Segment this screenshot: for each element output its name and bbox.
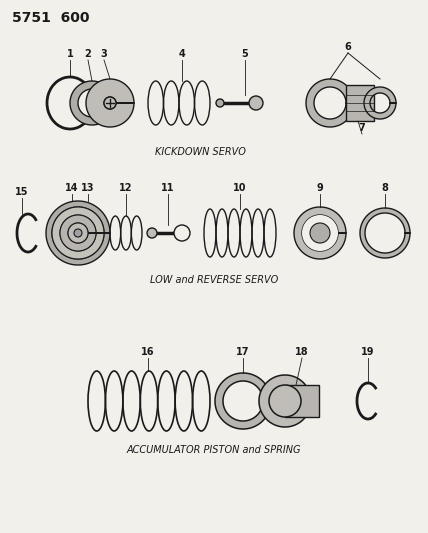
- Text: 15: 15: [15, 187, 29, 197]
- Text: 12: 12: [119, 183, 133, 193]
- Polygon shape: [215, 373, 271, 429]
- Polygon shape: [60, 215, 96, 251]
- Text: 3: 3: [101, 49, 107, 59]
- Text: 16: 16: [141, 347, 155, 357]
- Circle shape: [249, 96, 263, 110]
- Text: KICKDOWN SERVO: KICKDOWN SERVO: [155, 147, 245, 157]
- Polygon shape: [46, 201, 110, 265]
- Bar: [346, 85, 374, 121]
- Text: LOW and REVERSE SERVO: LOW and REVERSE SERVO: [150, 275, 278, 285]
- Circle shape: [174, 225, 190, 241]
- Polygon shape: [306, 79, 354, 127]
- Text: ACCUMULATOR PISTON and SPRING: ACCUMULATOR PISTON and SPRING: [127, 445, 301, 455]
- Text: 10: 10: [233, 183, 247, 193]
- Circle shape: [216, 99, 224, 107]
- Circle shape: [147, 228, 157, 238]
- Circle shape: [68, 223, 88, 243]
- Polygon shape: [360, 208, 410, 258]
- Text: 2: 2: [85, 49, 91, 59]
- Text: 11: 11: [161, 183, 175, 193]
- Text: 7: 7: [359, 123, 366, 133]
- Polygon shape: [364, 87, 396, 119]
- Polygon shape: [259, 375, 311, 427]
- Polygon shape: [294, 207, 346, 259]
- Text: 9: 9: [317, 183, 324, 193]
- Circle shape: [310, 223, 330, 243]
- Text: 4: 4: [178, 49, 185, 59]
- Circle shape: [302, 215, 338, 251]
- Circle shape: [104, 97, 116, 109]
- Text: 5751  600: 5751 600: [12, 11, 89, 25]
- Polygon shape: [86, 79, 134, 127]
- Polygon shape: [52, 207, 104, 259]
- Circle shape: [74, 229, 82, 237]
- Text: 17: 17: [236, 347, 250, 357]
- Text: 19: 19: [361, 347, 375, 357]
- Polygon shape: [70, 81, 114, 125]
- Bar: [285, 385, 319, 417]
- Text: 8: 8: [382, 183, 389, 193]
- Circle shape: [269, 385, 301, 417]
- Text: 6: 6: [345, 42, 351, 52]
- Text: 13: 13: [81, 183, 95, 193]
- Text: 14: 14: [65, 183, 79, 193]
- Text: 5: 5: [242, 49, 248, 59]
- Text: 1: 1: [67, 49, 73, 59]
- Text: 18: 18: [295, 347, 309, 357]
